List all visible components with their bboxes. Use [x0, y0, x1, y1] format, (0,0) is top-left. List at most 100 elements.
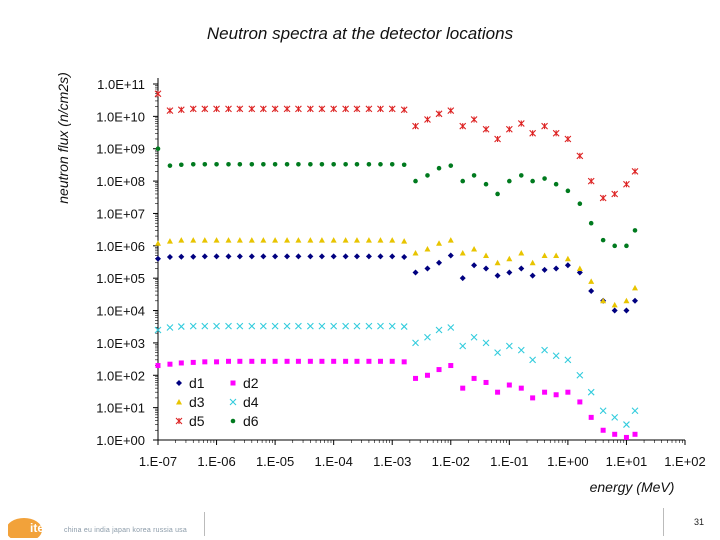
legend-label: d2	[243, 375, 259, 391]
data-point-d6	[366, 162, 372, 167]
data-point-d2	[565, 389, 571, 395]
x-tick-label: 1.E+02	[664, 454, 706, 469]
y-tick-label: 1.0E+07	[96, 206, 145, 221]
data-point-d3	[389, 237, 396, 243]
data-point-d4	[377, 322, 384, 330]
data-point-d6	[448, 163, 454, 168]
data-point-d6	[553, 181, 559, 187]
data-point-d5	[494, 135, 501, 143]
data-point-d1	[541, 266, 548, 273]
data-point-d3	[447, 237, 454, 243]
data-point-d2	[226, 358, 232, 364]
data-point-d5	[599, 194, 607, 202]
y-tick-label: 1.0E+00	[96, 433, 145, 448]
data-point-d2	[542, 389, 548, 395]
data-point-d4	[623, 421, 630, 428]
x-axis: 1.E-07 1.E-06 1.E-05 1.E-04 1.E-03 1.E-02 1.E-…	[139, 439, 706, 469]
data-point-d6	[565, 188, 571, 194]
data-point-d3	[166, 238, 173, 244]
series-d4	[154, 322, 639, 428]
data-point-d6	[284, 162, 290, 167]
data-point-d1	[155, 255, 161, 262]
data-point-d2	[448, 363, 454, 369]
data-point-d4	[576, 371, 584, 379]
data-point-d2	[307, 358, 313, 364]
data-point-d2	[155, 363, 161, 369]
data-point-d3	[236, 237, 243, 243]
data-point-d2	[284, 358, 290, 364]
data-point-d6	[624, 243, 629, 249]
legend-marker-d6	[230, 418, 236, 424]
data-point-d2	[167, 361, 173, 367]
data-point-d3	[518, 249, 525, 256]
data-point-d3	[600, 297, 607, 304]
data-point-d6	[226, 162, 231, 167]
data-point-d3	[353, 237, 360, 243]
data-point-d3	[178, 237, 185, 243]
data-point-d4	[189, 322, 197, 330]
data-point-d1	[377, 253, 384, 260]
data-point-d5	[459, 122, 467, 130]
data-point-d5	[541, 122, 548, 130]
data-point-d3	[494, 259, 501, 266]
data-point-d3	[576, 265, 583, 271]
data-point-d3	[611, 301, 618, 308]
data-point-d1	[632, 297, 639, 304]
data-point-d1	[365, 253, 372, 260]
data-point-d4	[342, 322, 350, 330]
data-point-d3	[436, 240, 443, 246]
data-point-d4	[213, 322, 220, 330]
data-point-d6	[272, 162, 278, 167]
data-point-d2	[623, 434, 629, 440]
data-point-d1	[389, 253, 396, 260]
data-point-d2	[319, 358, 325, 364]
data-point-d2	[483, 379, 489, 385]
data-point-d2	[436, 367, 442, 373]
data-point-d2	[178, 360, 184, 366]
data-point-d3	[588, 278, 595, 284]
data-point-d6	[542, 176, 547, 181]
series-d2	[155, 358, 638, 440]
data-point-d1	[307, 253, 314, 260]
data-point-d6	[331, 162, 336, 167]
y-tick-label: 1.0E+02	[96, 368, 145, 383]
data-point-d3	[483, 252, 490, 259]
data-point-d6	[319, 162, 325, 167]
data-point-d6	[308, 162, 313, 167]
data-point-d6	[612, 243, 617, 249]
data-point-d1	[447, 252, 454, 259]
data-point-d4	[611, 413, 619, 421]
data-point-d6	[530, 178, 535, 184]
data-point-d2	[260, 358, 266, 364]
data-point-d2	[577, 399, 583, 405]
data-point-d4	[599, 407, 607, 415]
data-point-d5	[435, 110, 443, 118]
data-point-d6	[261, 162, 266, 167]
data-point-d5	[611, 190, 619, 198]
data-point-d1	[529, 272, 536, 279]
x-tick-label: 1.E+00	[547, 454, 589, 469]
data-point-d1	[318, 253, 325, 260]
y-tick-label: 1.0E+10	[96, 109, 145, 124]
data-point-d4	[552, 352, 560, 360]
y-tick-label: 1.0E+06	[96, 239, 145, 254]
data-point-d3	[623, 297, 630, 304]
data-point-d2	[214, 359, 220, 365]
data-point-d5	[552, 129, 560, 137]
data-point-d6	[518, 173, 524, 178]
data-point-d2	[424, 372, 430, 378]
data-point-d5	[482, 125, 490, 133]
data-point-d4	[295, 322, 302, 330]
data-point-d6	[389, 162, 395, 167]
data-point-d5	[342, 105, 350, 113]
data-point-d2	[518, 385, 524, 391]
data-point-d5	[306, 105, 314, 113]
data-point-d3	[564, 255, 571, 262]
data-point-d4	[166, 324, 174, 331]
page-number: 31	[663, 508, 704, 536]
data-point-d2	[295, 358, 301, 364]
data-point-d2	[190, 359, 196, 365]
chart-points	[154, 90, 639, 440]
data-point-d3	[459, 249, 466, 256]
data-point-d5	[587, 177, 595, 185]
